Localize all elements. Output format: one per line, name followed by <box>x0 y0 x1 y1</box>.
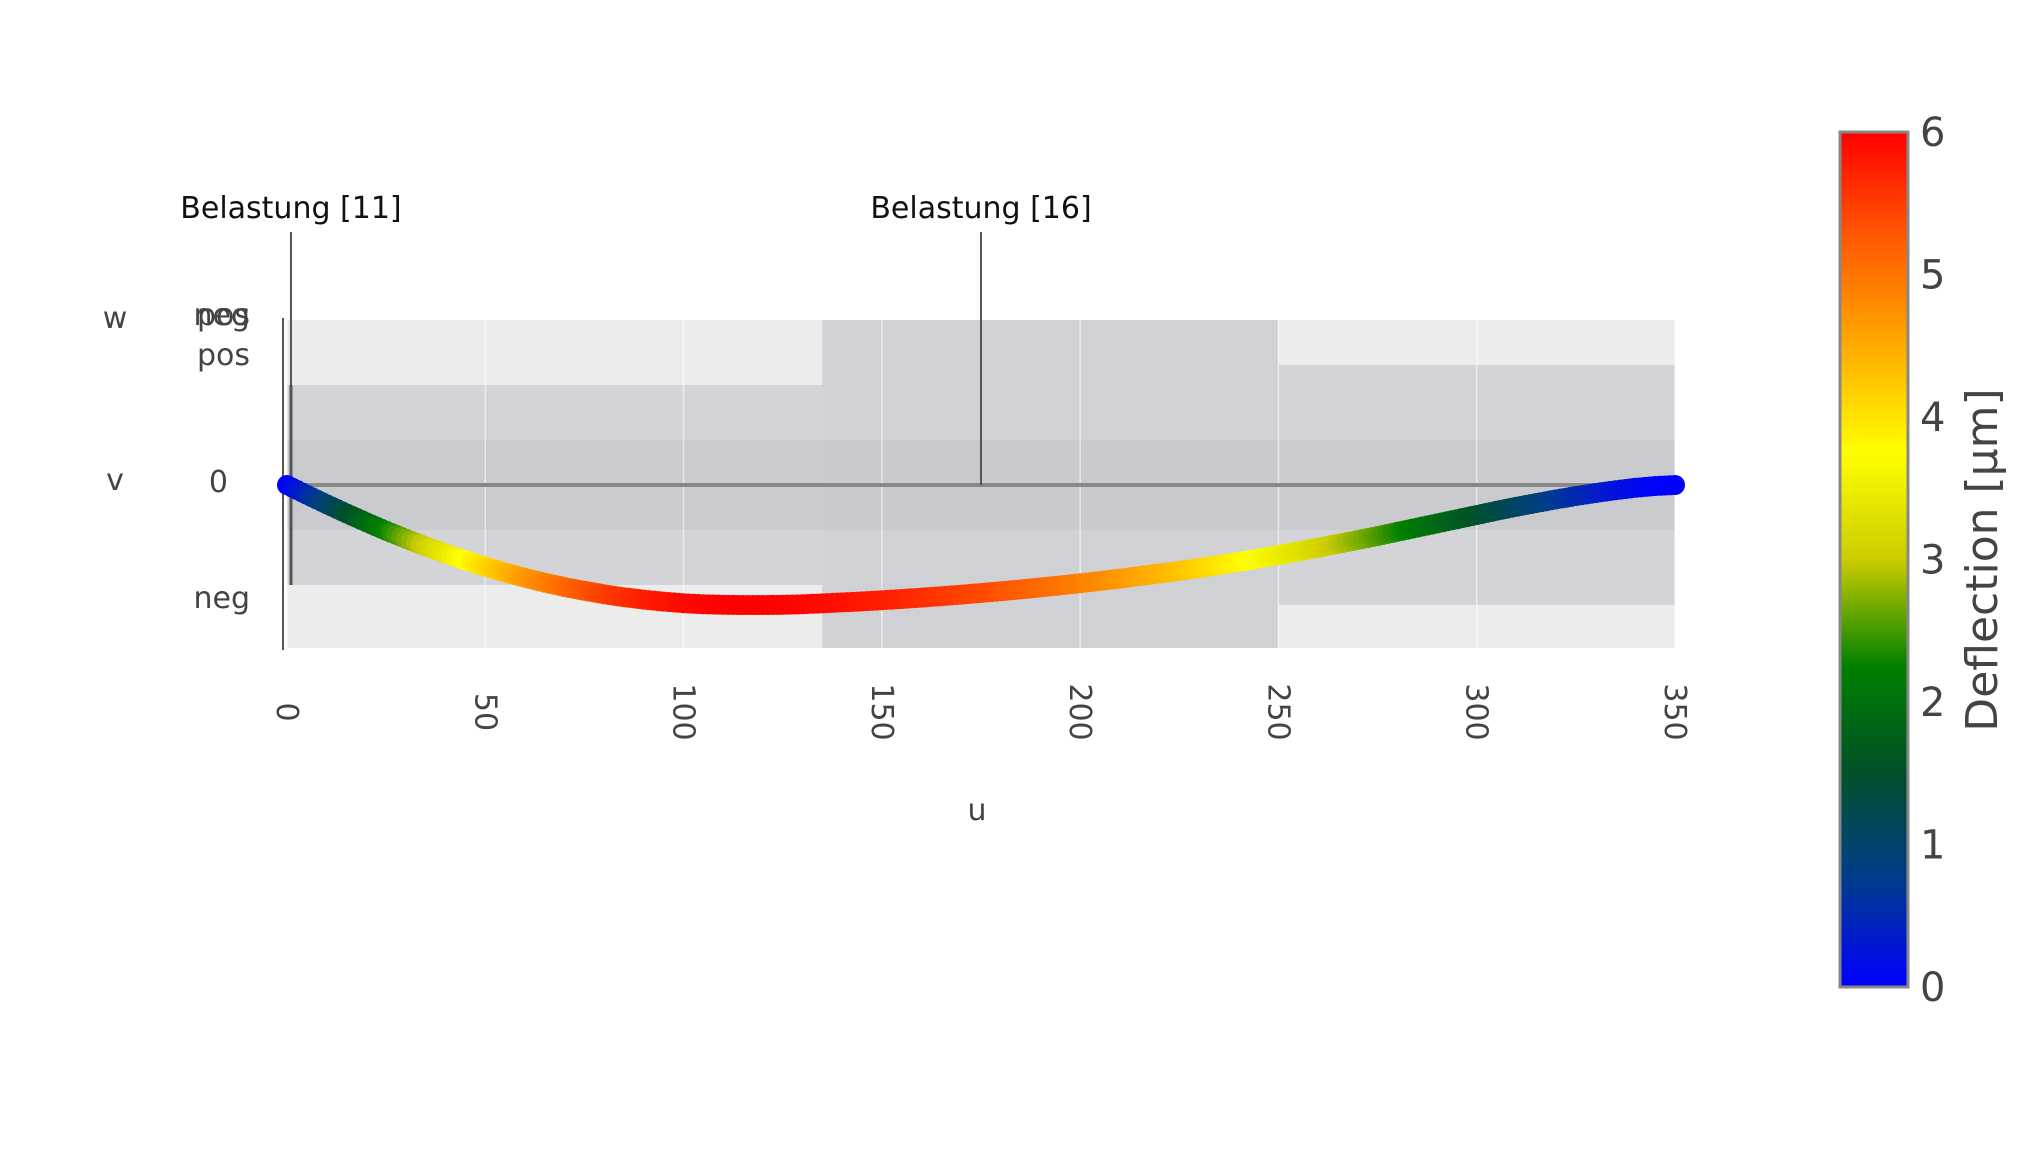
v-axis-label: v <box>106 463 124 498</box>
x-tick-label-7: 350 <box>1657 683 1692 740</box>
colorbar: 0 1 2 3 4 5 6 Deflection [µm] <box>1838 110 2008 1011</box>
plot-area: Belastung [11] Belastung [16] <box>180 191 1685 650</box>
colorbar-tick-1: 1 <box>1920 823 1945 869</box>
x-tick-label-1: 50 <box>467 693 502 731</box>
x-tick-label-0: 0 <box>269 702 304 721</box>
colorbar-tick-5: 5 <box>1920 253 1945 299</box>
colorbar-tick-6: 6 <box>1920 110 1945 156</box>
x-tick-label-3: 150 <box>864 683 899 740</box>
v-tick-pos: pos <box>197 338 250 373</box>
x-tick-label-6: 300 <box>1459 683 1494 740</box>
v-tick-zero: 0 <box>209 465 228 500</box>
x-axis-label: u <box>967 793 986 828</box>
y-axes-labels: w v neg pos pos 0 neg <box>103 298 250 616</box>
load-annotations: Belastung [11] Belastung [16] <box>180 191 1092 485</box>
v-tick-neg: neg <box>193 581 250 616</box>
x-tick-label-5: 250 <box>1260 683 1295 740</box>
colorbar-ticks: 0 1 2 3 4 5 6 <box>1920 110 1945 1011</box>
w-tick-pos: pos <box>197 298 250 333</box>
w-axis-label: w <box>103 301 128 336</box>
colorbar-tick-2: 2 <box>1920 680 1945 726</box>
x-tick-label-2: 100 <box>666 683 701 740</box>
colorbar-title: Deflection [µm] <box>1957 388 2008 731</box>
x-tick-label-4: 200 <box>1062 683 1097 740</box>
deflection-point <box>1665 475 1685 495</box>
colorbar-tick-4: 4 <box>1920 395 1945 441</box>
x-axis-ticks: 0 50 100 150 200 250 300 350 <box>269 683 1692 740</box>
load-label-0: Belastung [11] <box>180 191 401 226</box>
colorbar-tick-3: 3 <box>1920 538 1945 584</box>
w-tick-neg: neg <box>193 298 250 333</box>
colorbar-tick-0: 0 <box>1920 965 1945 1011</box>
load-label-1: Belastung [16] <box>870 191 1091 226</box>
colorbar-scale <box>1838 130 1910 989</box>
deflection-points <box>277 475 1685 615</box>
